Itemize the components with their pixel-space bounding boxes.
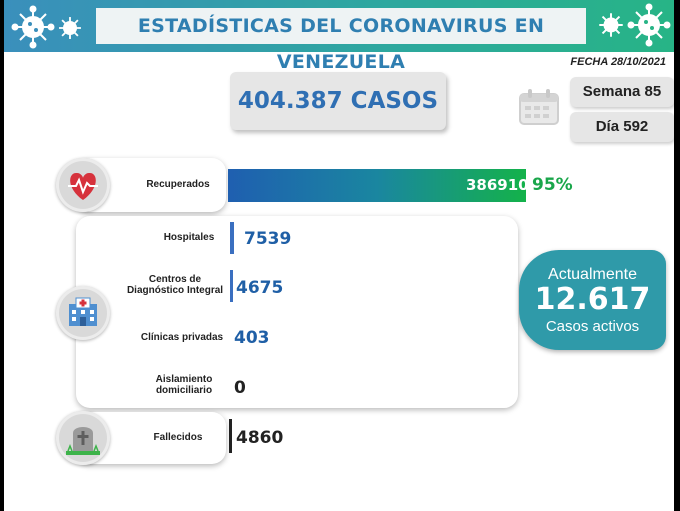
active-title: Actualmente <box>548 266 637 283</box>
infographic-panel: ESTADÍSTICAS DEL CORONAVIRUS EN VENEZUEL… <box>4 0 674 511</box>
virus-icon <box>627 3 671 47</box>
report-date: FECHA 28/10/2021 <box>570 56 666 68</box>
cdi-bar <box>230 270 233 302</box>
week-pill: Semana 85 <box>570 77 674 107</box>
cdi-label: Centros de Diagnóstico Integral <box>120 274 230 296</box>
day-pill: Día 592 <box>570 112 674 142</box>
care-locations-card <box>76 216 518 408</box>
virus-icon <box>11 5 55 49</box>
calendar-icon <box>519 89 559 125</box>
home-isolation-label-line1: Aislamiento <box>155 374 213 385</box>
recovered-value: 386910 <box>466 176 529 194</box>
hospitals-bar <box>230 222 234 254</box>
heart-pulse-icon <box>68 172 98 200</box>
header-banner: ESTADÍSTICAS DEL CORONAVIRUS EN VENEZUEL… <box>4 0 674 73</box>
hospitals-value: 7539 <box>244 229 292 249</box>
page-title: ESTADÍSTICAS DEL CORONAVIRUS EN VENEZUEL… <box>137 15 545 73</box>
hospitals-label: Hospitales <box>163 232 215 243</box>
active-subtitle: Casos activos <box>545 318 640 335</box>
active-cases-box: Actualmente 12.617 Casos activos <box>519 250 666 350</box>
virus-icon <box>59 17 81 39</box>
home-isolation-value: 0 <box>234 378 246 398</box>
hospital-icon <box>69 297 97 326</box>
recovered-bar <box>228 169 526 202</box>
cdi-label-line2: Diagnóstico Integral <box>126 285 224 296</box>
total-cases: 404.387 CASOS <box>237 88 439 114</box>
hospital-icon-circle <box>56 286 110 340</box>
deaths-bar <box>229 419 232 453</box>
clinics-value: 403 <box>234 328 270 348</box>
virus-icon <box>599 13 623 37</box>
home-isolation-label: Aislamiento domiciliario <box>144 374 224 396</box>
clinics-label: Clínicas privadas <box>140 332 224 343</box>
heart-icon-circle <box>56 158 110 212</box>
recovered-percent: 95% <box>532 175 573 195</box>
recovered-label: Recuperados <box>146 179 210 190</box>
title-box: ESTADÍSTICAS DEL CORONAVIRUS EN VENEZUEL… <box>96 8 586 73</box>
cdi-value: 4675 <box>236 278 284 298</box>
deaths-label: Fallecidos <box>153 432 203 443</box>
tombstone-icon <box>66 427 100 455</box>
cdi-label-line1: Centros de <box>148 274 202 285</box>
active-number: 12.617 <box>534 282 651 317</box>
home-isolation-label-line2: domiciliario <box>155 385 213 396</box>
total-cases-box: 404.387 CASOS <box>230 72 446 130</box>
deaths-value: 4860 <box>236 428 284 448</box>
tombstone-icon-circle <box>56 411 110 465</box>
